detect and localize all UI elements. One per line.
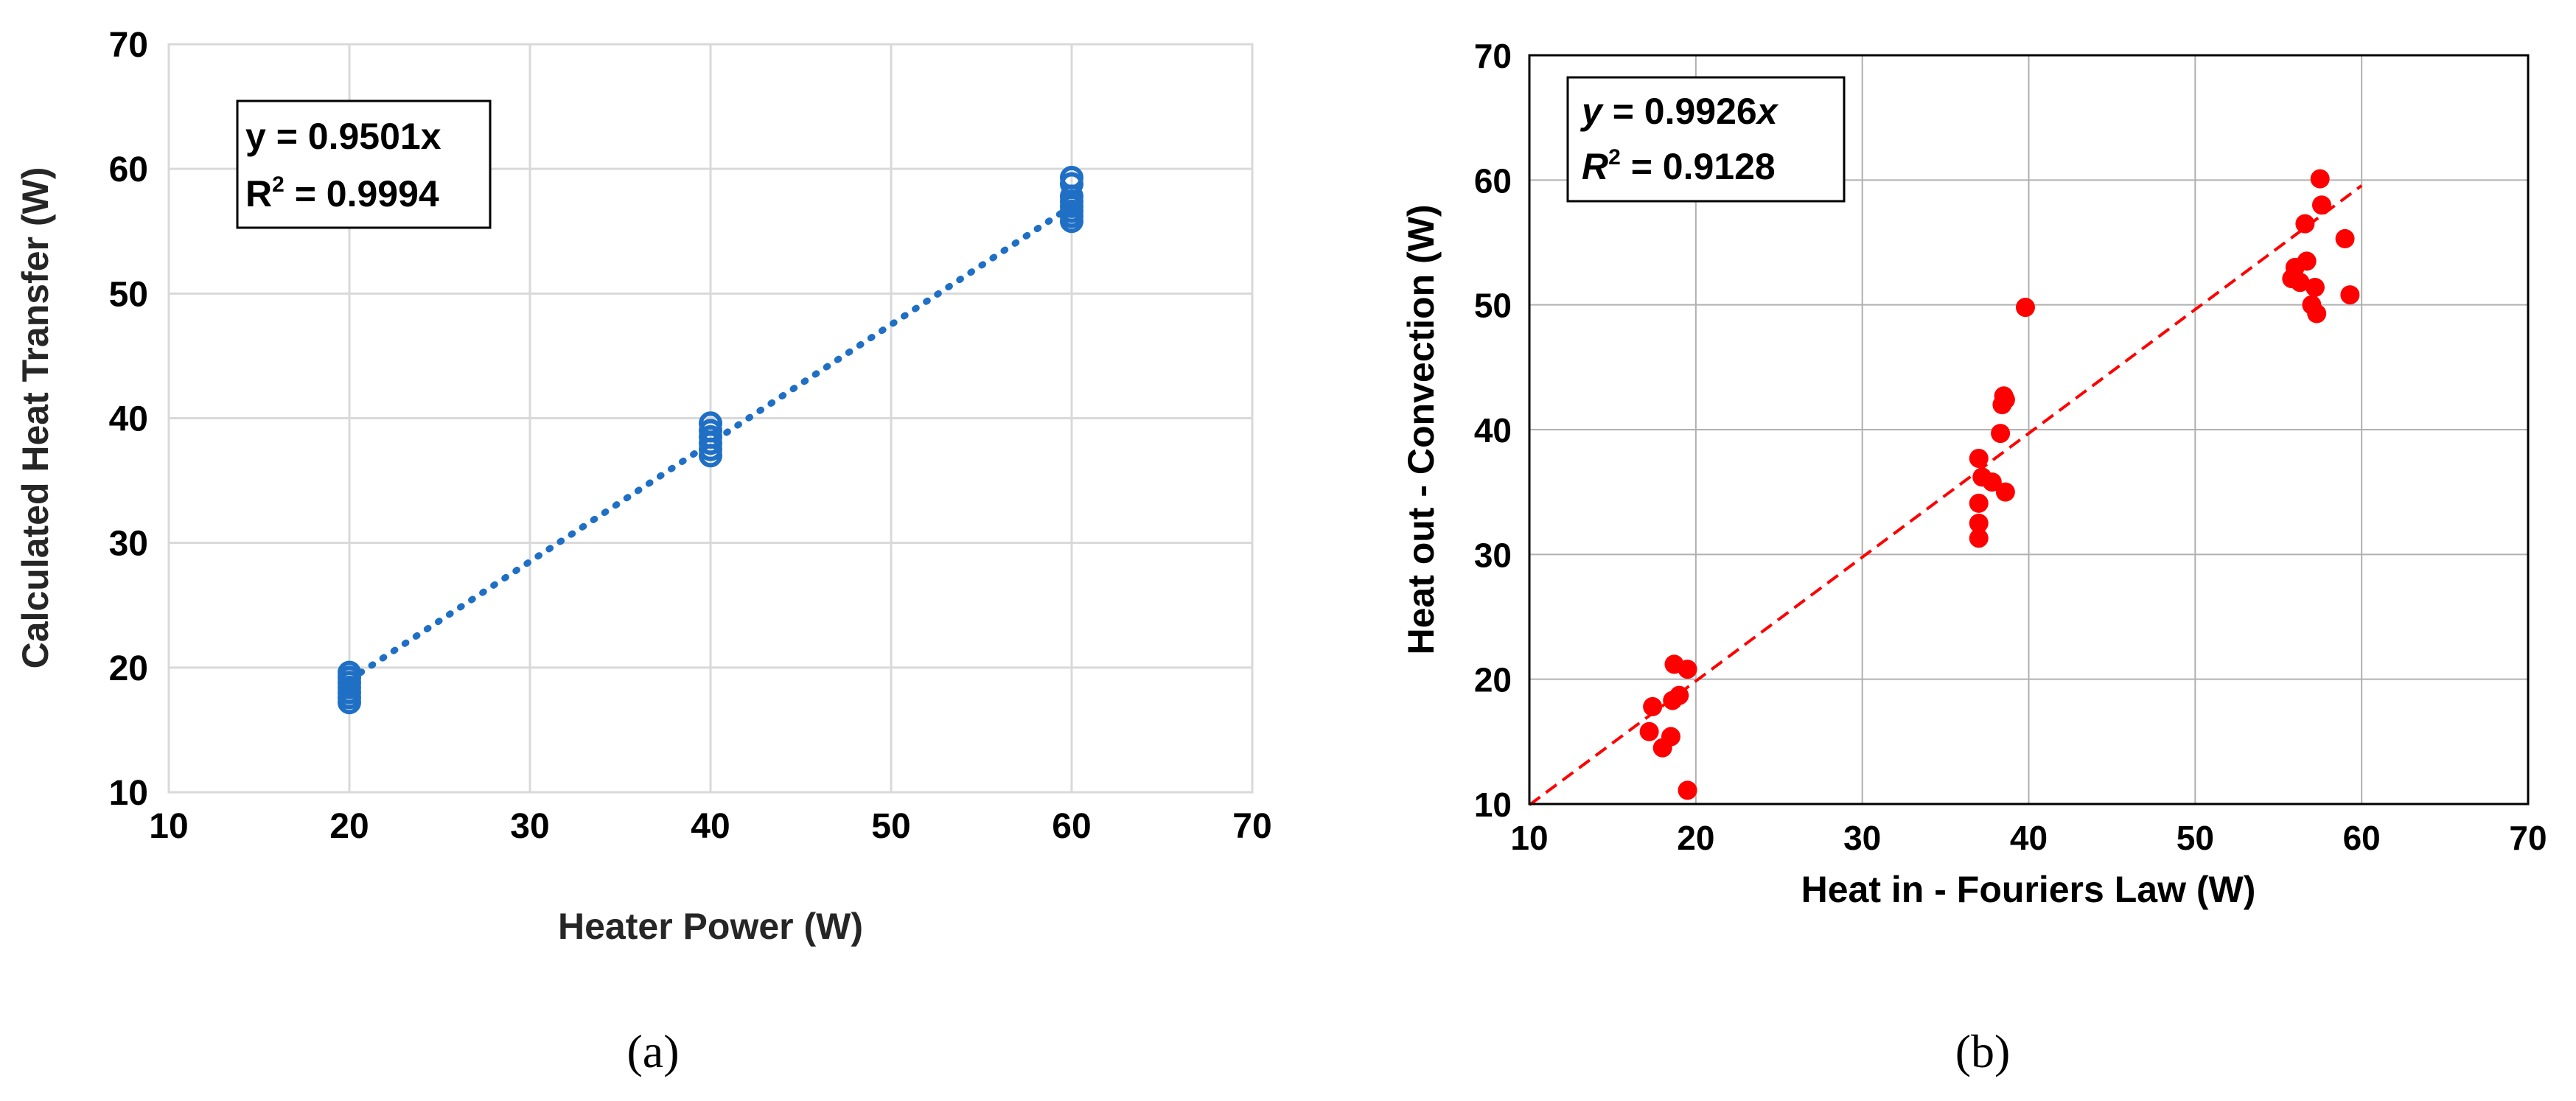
chart-a-y-tick-label: 50 xyxy=(109,275,148,314)
chart-b-data-point xyxy=(2297,251,2317,271)
chart-a-plot-border xyxy=(167,43,1254,794)
chart-b-x-tick-label: 30 xyxy=(1843,819,1881,857)
chart-a-y-tick-label: 70 xyxy=(109,26,148,65)
chart-a-x-tick-label: 50 xyxy=(871,807,910,846)
chart-b-data-point xyxy=(2295,214,2315,234)
chart-b-r-squared: R2 = 0.9128 xyxy=(1582,145,1776,187)
chart-b-y-tick-label: 30 xyxy=(1474,536,1512,574)
chart-b-x-tick-label: 40 xyxy=(2010,819,2048,857)
chart-b-x-axis-label: Heat in - Fouriers Law (W) xyxy=(1801,869,2256,910)
chart-a: 10 20 30 40 50 60 70 10 20 30 40 50 60 70 y = 0.9501… xyxy=(15,26,1272,1077)
chart-a-y-axis-label: Calculated Heat Transfer (W) xyxy=(15,167,56,669)
chart-b-x-tick-label: 70 xyxy=(2509,819,2547,857)
chart-b-data-point xyxy=(1639,721,1659,741)
chart-a-trendline xyxy=(346,203,1075,684)
chart-b-plot-border xyxy=(1528,54,2530,805)
chart-b-data-point xyxy=(1995,482,2015,502)
chart-b-data-point xyxy=(1678,780,1697,800)
chart-b-x-tick-label: 20 xyxy=(1677,819,1714,857)
chart-b-data-point xyxy=(2340,285,2360,305)
chart-b-data-point xyxy=(2015,298,2035,318)
chart-b-data-point xyxy=(1982,472,2002,492)
chart-b-y-tick-label: 20 xyxy=(1474,661,1512,699)
chart-a-x-tick-label: 30 xyxy=(510,807,549,846)
chart-a-y-tick-labels: 10 20 30 40 50 60 70 xyxy=(109,26,148,813)
chart-b-data-point xyxy=(1995,390,2015,410)
chart-a-points xyxy=(338,166,1083,715)
chart-b: 10 20 30 40 50 60 70 10 20 30 40 50 60 70 y = 0.9926… xyxy=(1400,37,2547,1077)
chart-b-data-point xyxy=(1678,660,1697,679)
chart-b-x-tick-label: 50 xyxy=(2177,819,2214,857)
chart-b-data-point xyxy=(2310,169,2330,189)
chart-a-x-tick-label: 60 xyxy=(1052,807,1091,846)
chart-a-x-axis-label: Heater Power (W) xyxy=(558,906,863,947)
chart-b-x-tick-labels: 10 20 30 40 50 60 70 xyxy=(1510,819,2547,857)
chart-b-data-point xyxy=(1969,493,1989,513)
chart-a-data-point xyxy=(338,660,361,685)
chart-a-x-tick-label: 70 xyxy=(1232,807,1271,846)
chart-b-data-point xyxy=(1991,424,2011,444)
chart-b-data-point xyxy=(1643,696,1663,716)
chart-b-x-tick-label: 60 xyxy=(2343,819,2381,857)
chart-b-data-point xyxy=(1669,685,1689,705)
panel-b-caption: (b) xyxy=(1955,1025,2011,1077)
chart-a-x-tick-label: 20 xyxy=(329,807,369,846)
chart-b-data-point xyxy=(2305,277,2325,297)
panel-a-caption: (a) xyxy=(626,1025,679,1077)
chart-b-y-tick-label: 70 xyxy=(1474,37,1512,75)
chart-a-x-tick-label: 10 xyxy=(149,807,188,846)
chart-b-y-tick-label: 50 xyxy=(1474,287,1512,325)
chart-b-data-point xyxy=(2290,273,2310,293)
chart-b-y-tick-label: 60 xyxy=(1474,161,1512,200)
chart-a-y-tick-label: 10 xyxy=(109,774,148,813)
chart-b-data-point xyxy=(1969,528,1989,548)
chart-b-data-point xyxy=(2307,304,2327,324)
chart-a-data-point xyxy=(699,419,722,443)
chart-b-data-point xyxy=(1969,514,1989,533)
chart-a-y-tick-label: 30 xyxy=(109,525,148,564)
chart-b-data-point xyxy=(1661,727,1680,747)
chart-b-equation-box: y = 0.9926x R2 = 0.9128 xyxy=(1566,76,1846,203)
chart-a-r-squared: R2 = 0.9994 xyxy=(245,172,439,214)
chart-a-x-tick-label: 40 xyxy=(691,807,730,846)
chart-b-data-point xyxy=(1969,448,1989,468)
chart-b-y-tick-label: 40 xyxy=(1474,411,1512,450)
chart-a-equation: y = 0.9501x xyxy=(245,116,441,157)
chart-a-data-point xyxy=(1060,166,1083,190)
chart-a-x-tick-labels: 10 20 30 40 50 60 70 xyxy=(149,807,1271,846)
chart-a-data-point xyxy=(699,411,722,436)
chart-a-equation-box: y = 0.9501x R2 = 0.9994 xyxy=(236,99,492,229)
chart-b-data-point xyxy=(2311,195,2331,215)
chart-a-trendline-path xyxy=(346,203,1075,684)
chart-a-y-tick-label: 40 xyxy=(109,400,148,439)
chart-b-points xyxy=(1639,169,2360,800)
chart-b-y-axis-label: Heat out - Convection (W) xyxy=(1400,204,1442,654)
chart-a-y-tick-label: 60 xyxy=(109,150,148,189)
chart-b-y-tick-label: 10 xyxy=(1474,786,1512,824)
chart-a-y-tick-label: 20 xyxy=(109,649,148,688)
chart-b-equation: y = 0.9926x xyxy=(1580,91,1779,132)
chart-b-data-point xyxy=(2335,228,2355,248)
chart-b-x-tick-label: 10 xyxy=(1510,819,1548,857)
chart-b-y-tick-labels: 10 20 30 40 50 60 70 xyxy=(1474,37,1512,824)
